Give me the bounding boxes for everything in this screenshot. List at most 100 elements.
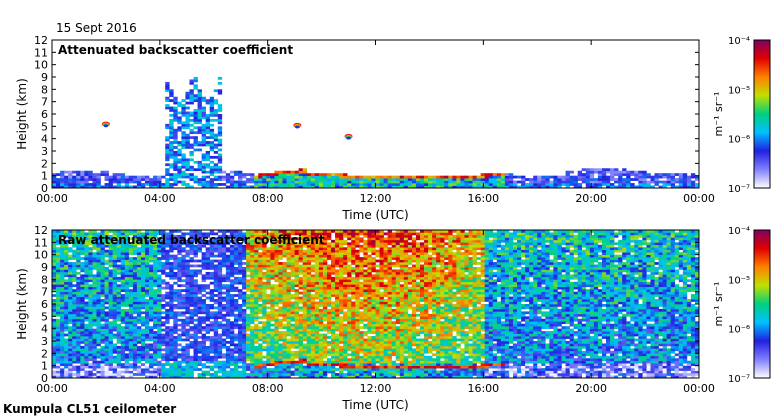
heatmap-cell	[221, 341, 227, 344]
heatmap-cell	[322, 348, 328, 352]
heatmap-cell	[250, 306, 255, 310]
heatmap-cell	[193, 313, 198, 317]
heatmap-cell	[233, 180, 239, 184]
heatmap-cell	[140, 175, 146, 179]
heatmap-cell	[302, 180, 308, 184]
heatmap-cell	[100, 350, 105, 354]
heatmap-cell	[112, 299, 117, 302]
heatmap-cell	[185, 175, 190, 179]
heatmap-cell	[209, 313, 215, 317]
heatmap-cell	[254, 336, 259, 339]
heatmap-cell	[149, 284, 154, 288]
heatmap-cell	[80, 323, 85, 327]
heatmap-cell	[205, 185, 210, 189]
heatmap-cell	[331, 318, 336, 322]
heatmap-cell	[177, 247, 182, 251]
heatmap-cell	[100, 267, 105, 270]
heatmap-cell	[96, 279, 101, 283]
heatmap-cell	[682, 175, 688, 179]
heatmap-cell	[173, 262, 178, 265]
heatmap-cell	[128, 274, 134, 278]
heatmap-cell	[193, 318, 198, 322]
heatmap-cell	[84, 318, 89, 322]
heatmap-cell	[318, 257, 324, 260]
heatmap-cell	[209, 106, 215, 110]
heatmap-cell	[185, 141, 190, 144]
heatmap-cell	[650, 178, 655, 181]
heatmap-cell	[132, 365, 138, 369]
heatmap-cell	[306, 338, 312, 342]
heatmap-cell	[64, 358, 69, 362]
heatmap-cell	[149, 232, 154, 236]
heatmap-cell	[229, 284, 235, 288]
heatmap-cell	[161, 348, 166, 352]
heatmap-cell	[60, 247, 65, 251]
heatmap-cell	[193, 353, 198, 357]
heatmap-cell	[72, 353, 77, 357]
heatmap-cell	[185, 333, 190, 337]
heatmap-cell	[189, 91, 194, 95]
heatmap-cell	[108, 365, 113, 369]
heatmap-cell	[132, 259, 138, 263]
heatmap-cell	[124, 180, 130, 184]
heatmap-cell	[209, 321, 215, 325]
heatmap-cell	[221, 259, 227, 263]
heatmap-cell	[145, 247, 150, 251]
heatmap-cell	[217, 321, 223, 325]
heatmap-cell	[638, 180, 643, 184]
heatmap-cell	[173, 331, 178, 334]
heatmap-cell	[165, 375, 170, 379]
heatmap-cell	[92, 333, 97, 337]
heatmap-cell	[331, 370, 336, 374]
heatmap-cell	[282, 276, 287, 280]
heatmap-cell	[165, 242, 170, 246]
heatmap-cell	[161, 355, 166, 359]
heatmap-cell	[140, 301, 146, 305]
heatmap-cell	[306, 242, 312, 246]
heatmap-cell	[56, 341, 61, 344]
heatmap-cell	[124, 323, 130, 327]
heatmap-cell	[128, 333, 134, 337]
heatmap-cell	[60, 180, 65, 184]
heatmap-cell	[189, 252, 194, 255]
heatmap-cell	[100, 316, 105, 320]
heatmap-cell	[246, 230, 251, 233]
heatmap-cell	[310, 311, 316, 315]
heatmap-cell	[549, 175, 554, 179]
heatmap-cell	[201, 353, 206, 357]
heatmap-cell	[76, 267, 81, 270]
heatmap-cell	[181, 109, 186, 112]
heatmap-cell	[339, 183, 344, 186]
heatmap-cell	[60, 170, 65, 174]
heatmap-cell	[306, 355, 312, 359]
heatmap-cell	[335, 183, 340, 186]
heatmap-cell	[286, 301, 291, 305]
heatmap-cell	[233, 254, 239, 258]
heatmap-cell	[124, 370, 130, 374]
heatmap-cell	[120, 318, 126, 322]
heatmap-cell	[310, 321, 316, 325]
heatmap-cell	[205, 355, 210, 359]
heatmap-cell	[290, 326, 295, 329]
heatmap-cell	[201, 138, 206, 142]
heatmap-cell	[541, 183, 546, 186]
heatmap-cell	[322, 175, 328, 179]
heatmap-cell	[254, 373, 259, 376]
heatmap-cell	[140, 353, 146, 357]
heatmap-cell	[246, 264, 251, 268]
heatmap-cell	[72, 279, 77, 283]
heatmap-cell	[124, 234, 130, 238]
heatmap-cell	[314, 267, 320, 270]
heatmap-cell	[193, 252, 198, 255]
heatmap-cell	[496, 180, 502, 184]
heatmap-cell	[266, 316, 271, 320]
heatmap-cell	[88, 274, 93, 278]
heatmap-cell	[169, 286, 174, 290]
heatmap-cell	[306, 353, 312, 357]
heatmap-cell	[169, 175, 174, 179]
heatmap-cell	[209, 96, 215, 100]
heatmap-cell	[286, 254, 291, 258]
heatmap-cell	[112, 274, 117, 278]
heatmap-cell	[92, 358, 97, 362]
heatmap-cell	[92, 336, 97, 339]
